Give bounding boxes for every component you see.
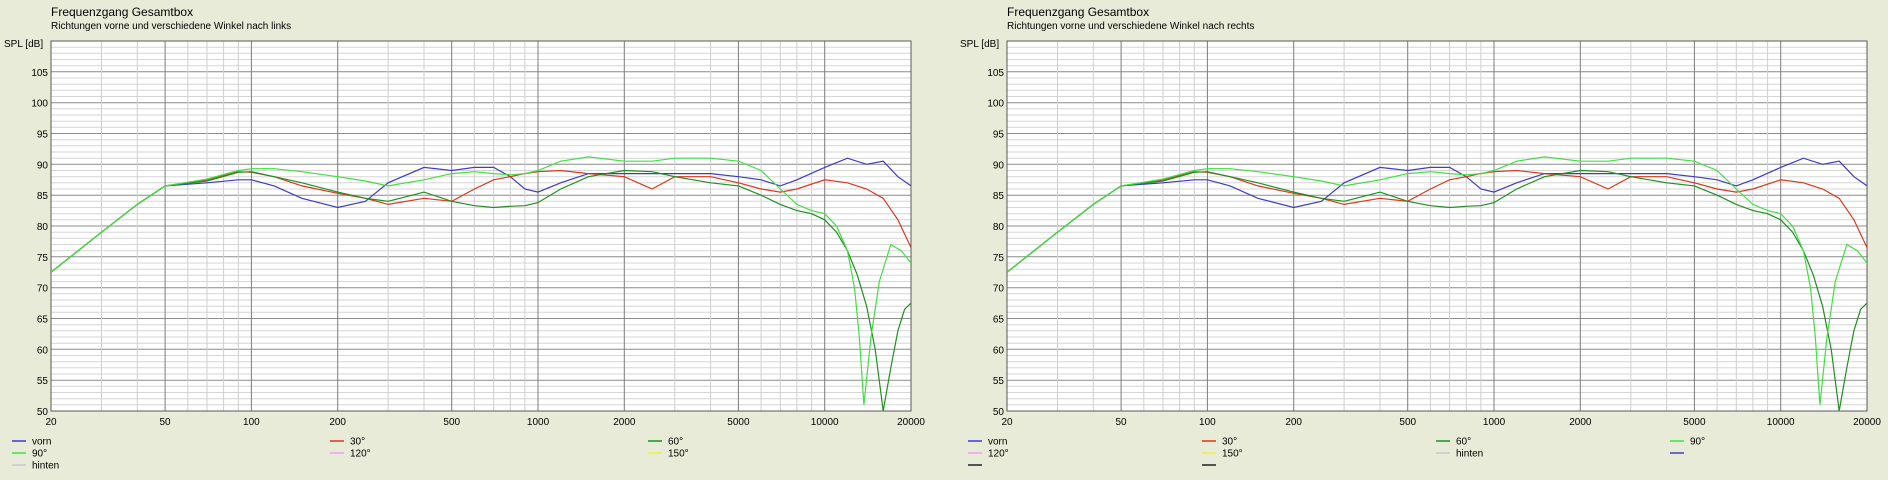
legend-label: 90° (32, 449, 47, 460)
x-tick-label: 1000 (527, 417, 550, 428)
x-tick-label: 2000 (1569, 417, 1592, 428)
legend-label: vorn (32, 437, 51, 448)
x-tick-label: 10000 (1767, 417, 1795, 428)
x-tick-label: 200 (329, 417, 346, 428)
y-tick-label: 95 (993, 130, 1005, 141)
y-tick-label: 60 (993, 345, 1005, 356)
legend-label: 90° (1690, 437, 1705, 448)
chart-title: Frequenzgang Gesamtbox (1007, 5, 1149, 19)
chart-subtitle: Richtungen vorne und verschiedene Winkel… (51, 21, 291, 32)
grid (1006, 40, 1868, 412)
x-tick-label: 500 (1399, 417, 1416, 428)
legend-label: hinten (32, 461, 59, 472)
x-tick-label: 50 (1116, 417, 1128, 428)
legend-label: 60° (1456, 437, 1471, 448)
series-line-vorn (51, 157, 911, 273)
x-tick-label: 20 (45, 417, 57, 428)
x-tick-label: 100 (1199, 417, 1216, 428)
legend-label: 30° (1222, 437, 1237, 448)
y-tick-label: 90 (993, 160, 1005, 171)
y-tick-label: 100 (31, 99, 48, 110)
legend: vorn 30° 60° 90° 120° 150° hinten (12, 437, 689, 472)
x-tick-label: 100 (243, 417, 260, 428)
x-tick-label: 20000 (1853, 417, 1881, 428)
plot-frame (1006, 40, 1868, 412)
y-axis-label: SPL [dB] (4, 39, 43, 50)
plot-frame (50, 40, 912, 412)
y-tick-label: 65 (37, 315, 49, 326)
y-tick-label: 55 (993, 376, 1005, 387)
legend-label: 150° (1222, 449, 1243, 460)
chart-panel-2: Frequenzgang Gesamtbox Richtungen vorne u… (960, 5, 1881, 466)
x-tick-label: 1000 (1483, 417, 1506, 428)
x-tick-label: 20 (1001, 417, 1013, 428)
series-line-60° (1007, 169, 1867, 411)
legend-label: 30° (350, 437, 365, 448)
series-line-90° (1007, 156, 1867, 405)
x-tick-label: 50 (160, 417, 172, 428)
y-tick-label: 85 (993, 191, 1005, 202)
y-tick-label: 95 (37, 130, 49, 141)
series-line-vorn (1007, 157, 1867, 273)
x-tick-label: 2000 (613, 417, 636, 428)
chart-subtitle: Richtungen vorne und verschiedene Winkel… (1007, 21, 1254, 32)
y-tick-label: 50 (37, 407, 49, 418)
x-tick-label: 5000 (727, 417, 750, 428)
y-tick-label: 65 (993, 315, 1005, 326)
y-tick-label: 70 (993, 284, 1005, 295)
x-tick-label: 20000 (897, 417, 925, 428)
y-tick-label: 70 (37, 284, 49, 295)
legend: vorn 30° 60° 90° 120° 150° hinten (968, 437, 1705, 466)
y-tick-label: 75 (993, 253, 1005, 264)
x-tick-label: 5000 (1683, 417, 1706, 428)
grid (50, 40, 912, 412)
y-tick-label: 80 (993, 222, 1005, 233)
legend-label: vorn (988, 437, 1007, 448)
legend-label: 120° (350, 449, 371, 460)
y-tick-label: 60 (37, 345, 49, 356)
y-axis-label: SPL [dB] (960, 39, 999, 50)
legend-label: 120° (988, 449, 1009, 460)
series-line-60° (51, 169, 911, 411)
y-tick-label: 80 (37, 222, 49, 233)
chart-title: Frequenzgang Gesamtbox (51, 5, 193, 19)
legend-label: 150° (668, 449, 689, 460)
y-tick-label: 85 (37, 191, 49, 202)
y-tick-label: 105 (987, 68, 1004, 79)
y-tick-label: 105 (31, 68, 48, 79)
x-tick-label: 500 (443, 417, 460, 428)
legend-label: hinten (1456, 449, 1483, 460)
y-tick-label: 75 (37, 253, 49, 264)
chart-panel-1: Frequenzgang Gesamtbox Richtungen vorne u… (4, 5, 925, 472)
y-tick-label: 50 (993, 407, 1005, 418)
series-line-90° (51, 156, 911, 405)
y-tick-label: 90 (37, 160, 49, 171)
x-tick-label: 200 (1285, 417, 1302, 428)
x-tick-label: 10000 (811, 417, 839, 428)
y-tick-label: 100 (987, 99, 1004, 110)
y-tick-label: 55 (37, 376, 49, 387)
legend-label: 60° (668, 437, 683, 448)
